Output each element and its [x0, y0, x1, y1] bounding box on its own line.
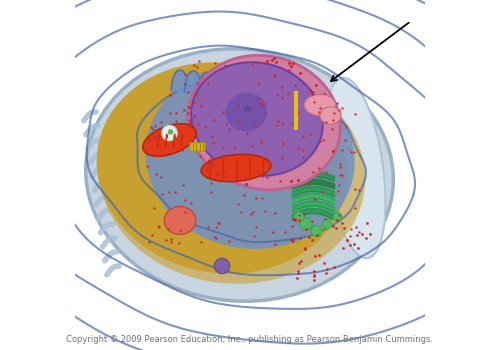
Ellipse shape [86, 49, 394, 301]
Ellipse shape [164, 206, 196, 235]
Ellipse shape [304, 94, 336, 116]
Ellipse shape [168, 129, 173, 135]
Text: Copyright © 2009 Pearson Education, Inc., publishing as Pearson Benjamin Cumming: Copyright © 2009 Pearson Education, Inc.… [66, 335, 434, 344]
Ellipse shape [146, 66, 354, 249]
Polygon shape [224, 74, 242, 95]
Ellipse shape [214, 258, 230, 274]
Polygon shape [184, 71, 202, 92]
Ellipse shape [320, 107, 341, 124]
Ellipse shape [322, 219, 332, 229]
Ellipse shape [96, 62, 348, 274]
Polygon shape [198, 72, 216, 93]
Polygon shape [238, 75, 256, 96]
Ellipse shape [162, 125, 177, 141]
Ellipse shape [300, 218, 312, 230]
Polygon shape [211, 73, 228, 94]
Polygon shape [251, 76, 268, 97]
Ellipse shape [191, 62, 323, 176]
Ellipse shape [294, 212, 304, 222]
Ellipse shape [226, 93, 268, 131]
Ellipse shape [324, 78, 386, 258]
Ellipse shape [311, 225, 322, 237]
Ellipse shape [143, 124, 196, 156]
Ellipse shape [333, 212, 342, 222]
Polygon shape [171, 70, 189, 91]
Ellipse shape [100, 66, 366, 284]
FancyBboxPatch shape [190, 143, 205, 151]
Ellipse shape [201, 154, 271, 182]
Ellipse shape [188, 55, 340, 190]
